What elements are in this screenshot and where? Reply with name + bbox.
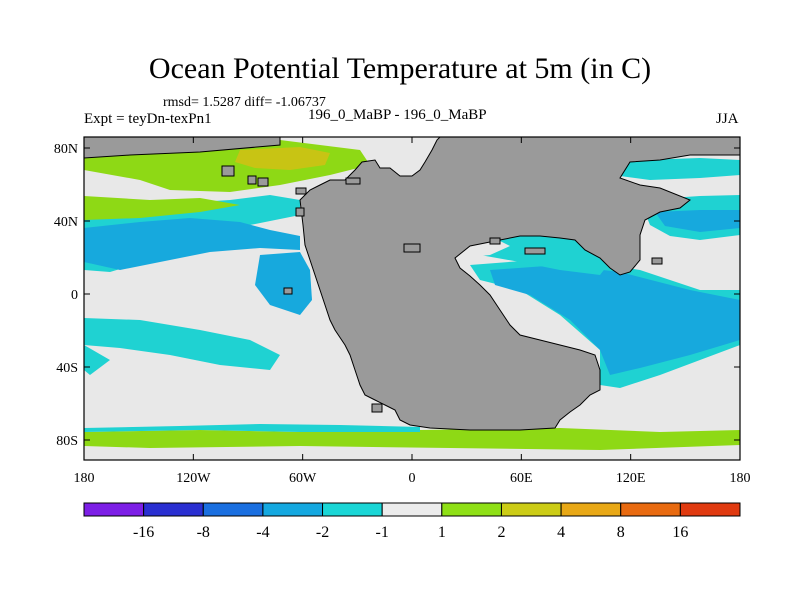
x-tick-label: 60E (510, 471, 533, 486)
x-tick-label: 180 (730, 471, 751, 486)
y-tick-label: 80N (54, 142, 78, 157)
colorbar-swatch (500, 502, 562, 517)
colorbar-swatch (381, 502, 443, 517)
colorbar-label: 4 (557, 524, 565, 541)
island (283, 287, 293, 295)
colorbar-swatch (322, 502, 383, 517)
map-title: Ocean Potential Temperature at 5m (in C) (148, 52, 652, 85)
colorbar-label: -8 (197, 524, 210, 541)
arctic-warmer-patch (235, 147, 330, 170)
y-tick-label: 40N (54, 215, 78, 230)
case-label: 196_0_MaBP - 196_0_MaBP (308, 107, 487, 123)
southern-cyan-strip (84, 424, 420, 432)
north-blue-band (84, 218, 300, 270)
island (221, 165, 235, 177)
y-tick-label: 80S (56, 434, 78, 449)
colorbar: -16 -8 -4 -2 -1 1 2 4 8 16 (83, 502, 741, 541)
northeast-blue (655, 210, 740, 232)
colorbar-label: -4 (256, 524, 269, 541)
island (403, 243, 421, 253)
colorbar-swatch (679, 502, 741, 517)
stats-line: rmsd= 1.5287 diff= -1.06737 (163, 95, 326, 110)
colorbar-swatch (620, 502, 681, 517)
island (489, 237, 501, 245)
island (345, 177, 361, 185)
x-tick-label: 180 (74, 471, 95, 486)
northwest-landmass (84, 137, 281, 159)
map-plot-area (84, 137, 740, 460)
island (651, 257, 663, 265)
northeast-arctic-cyan (600, 158, 740, 180)
island (247, 175, 257, 185)
south-pacific-cyan (84, 318, 280, 370)
colorbar-swatch (560, 502, 622, 517)
island (257, 177, 269, 187)
x-tick-label: 60W (289, 471, 317, 486)
colorbar-swatch (83, 502, 145, 517)
colorbar-label: -2 (316, 524, 329, 541)
colorbar-swatch (202, 502, 264, 517)
y-axis: 80N 40N 0 40S 80S (54, 142, 740, 449)
colorbar-swatch (262, 502, 324, 517)
experiment-label: Expt = teyDn-texPn1 (84, 111, 212, 127)
x-axis: 180 120W 60W 0 60E 120E 180 (74, 137, 751, 486)
island (295, 207, 305, 217)
x-tick-label: 120W (176, 471, 211, 486)
colorbar-label: 1 (438, 524, 446, 541)
east-pacific-blue (255, 252, 312, 315)
season-label: JJA (716, 111, 739, 127)
indian-ocean-deep-blue (490, 265, 740, 375)
colorbar-label: 2 (497, 524, 505, 541)
island (371, 403, 383, 413)
y-tick-label: 40S (56, 361, 78, 376)
colorbar-label: -16 (133, 524, 154, 541)
colorbar-swatch (143, 502, 204, 517)
southern-green-belt (84, 428, 740, 450)
colorbar-label: 8 (617, 524, 625, 541)
x-tick-label: 120E (616, 471, 646, 486)
y-tick-label: 0 (71, 288, 78, 303)
south-pacific-cyan-fringe (84, 345, 110, 375)
island (295, 187, 307, 195)
x-tick-label: 0 (409, 471, 416, 486)
colorbar-label: -1 (376, 524, 389, 541)
colorbar-label: 16 (672, 524, 688, 541)
north-green-fringe (84, 196, 240, 220)
colorbar-swatch (441, 502, 502, 517)
island (524, 247, 546, 255)
continent-landmass (299, 137, 740, 431)
